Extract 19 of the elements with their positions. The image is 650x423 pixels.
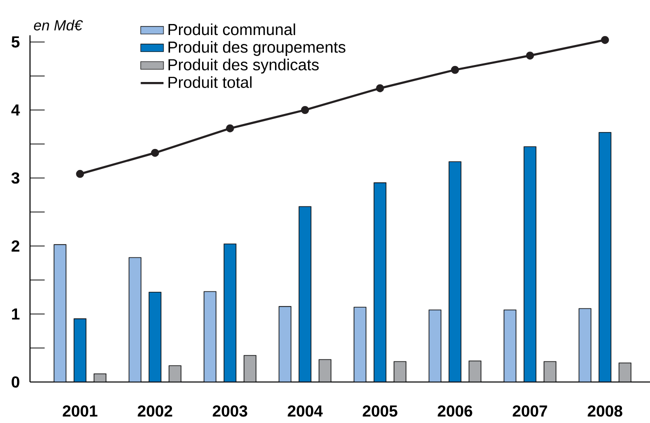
x-tick-label: 2001 — [62, 405, 98, 417]
legend-label: Produit des groupements — [168, 41, 346, 56]
y-tick-label: 4 — [11, 104, 20, 116]
x-tick-label: 2006 — [438, 405, 472, 417]
y-tick-label: 2 — [12, 240, 20, 252]
legend-label: Produit communal — [168, 23, 296, 36]
y-tick-label: 5 — [12, 36, 20, 48]
y-tick-label: 3 — [11, 172, 20, 184]
legend-label: Produit des syndicats — [168, 58, 319, 74]
x-tick-label: 2008 — [588, 405, 622, 417]
x-tick-label: 2002 — [138, 405, 172, 417]
legend-label: Produit total — [168, 76, 252, 88]
x-tick-label: 2005 — [362, 405, 398, 417]
y-tick-label: 0 — [12, 376, 20, 388]
x-tick-label: 2007 — [512, 405, 548, 417]
y-axis-title: en Md€ — [34, 20, 83, 30]
y-tick-label: 1 — [12, 308, 20, 320]
x-tick-label: 2003 — [212, 405, 248, 417]
x-tick-label: 2004 — [288, 405, 323, 417]
